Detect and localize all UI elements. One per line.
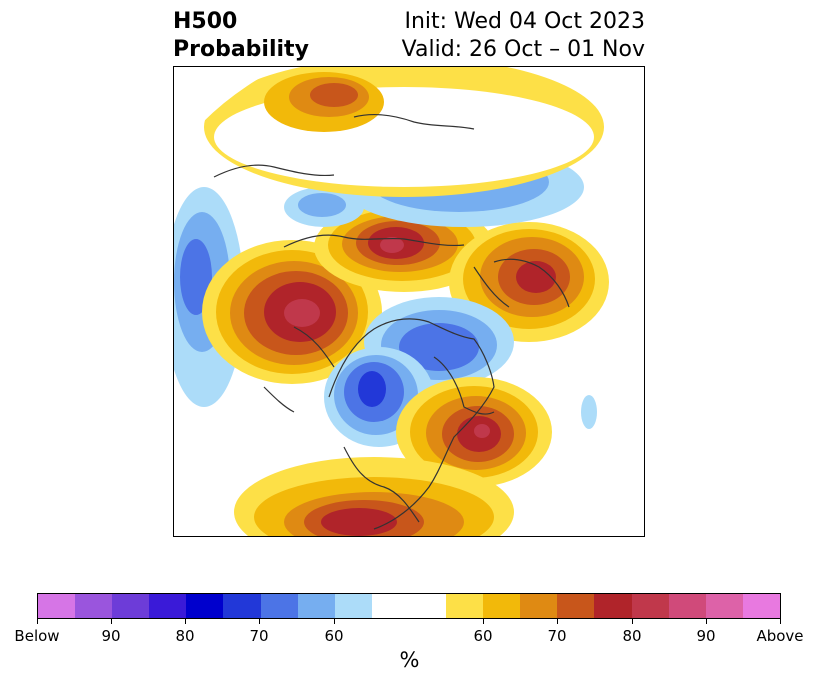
small-below-patch [581, 395, 597, 429]
colorbar-swatch [38, 594, 76, 618]
colorbar-swatch [483, 594, 521, 618]
chart-title: H500 Probability [173, 8, 309, 64]
title-line-2: Probability [173, 37, 309, 62]
colorbar-swatch [631, 594, 669, 618]
colorbar-tick-mark [259, 619, 260, 624]
chart-dates: Init: Wed 04 Oct 2023 Valid: 26 Oct – 01… [402, 8, 645, 64]
colorbar-swatch [668, 594, 706, 618]
southern-us-above-region [234, 457, 514, 536]
colorbar-swatch [371, 594, 409, 618]
colorbar-tick-label: 80 [175, 627, 195, 645]
colorbar-swatch [186, 594, 224, 618]
colorbar-swatch [742, 594, 780, 618]
probability-map-svg [174, 67, 644, 536]
colorbar-tick-mark [37, 619, 38, 624]
colorbar-swatch [408, 594, 447, 618]
colorbar-tick-label: 60 [324, 627, 344, 645]
colorbar-tick-label: 80 [622, 627, 642, 645]
colorbar-tick-mark [185, 619, 186, 624]
init-date: Init: Wed 04 Oct 2023 [404, 9, 645, 34]
colorbar-swatch [149, 594, 187, 618]
colorbar-units: % [399, 648, 420, 672]
colorbar-swatch [75, 594, 113, 618]
siberia-above-region [314, 202, 494, 292]
colorbar-tick-label: Below [14, 627, 60, 645]
colorbar-swatch [594, 594, 632, 618]
colorbar-swatch [520, 594, 558, 618]
title-line-1: H500 [173, 9, 238, 34]
colorbar-swatch [260, 594, 298, 618]
colorbar-tick-label: 70 [249, 627, 269, 645]
colorbar-swatch [297, 594, 335, 618]
north-atlantic-above-region [396, 377, 552, 487]
colorbar-tick-label: 70 [547, 627, 567, 645]
colorbar-swatch [705, 594, 743, 618]
colorbar-swatch [223, 594, 261, 618]
asia-above-arc [204, 67, 604, 197]
polar-map [173, 66, 645, 537]
colorbar-tick-mark [111, 619, 112, 624]
colorbar-swatch [112, 594, 150, 618]
colorbar-tick-mark [706, 619, 707, 624]
colorbar-tick-label: 90 [101, 627, 121, 645]
colorbar-tick-label: Above [756, 627, 804, 645]
coastlines [213, 113, 570, 530]
colorbar-tick-label: 60 [473, 627, 493, 645]
colorbar-tick-label: 90 [696, 627, 716, 645]
colorbar-tick-mark [780, 619, 781, 624]
colorbar-swatch [557, 594, 595, 618]
colorbar [37, 593, 781, 619]
valid-range: Valid: 26 Oct – 01 Nov [401, 37, 645, 62]
colorbar-tick-mark [557, 619, 558, 624]
colorbar-swatch [446, 594, 484, 618]
colorbar-swatch [334, 594, 372, 618]
colorbar-tick-mark [334, 619, 335, 624]
colorbar-tick-mark [632, 619, 633, 624]
colorbar-tick-mark [483, 619, 484, 624]
